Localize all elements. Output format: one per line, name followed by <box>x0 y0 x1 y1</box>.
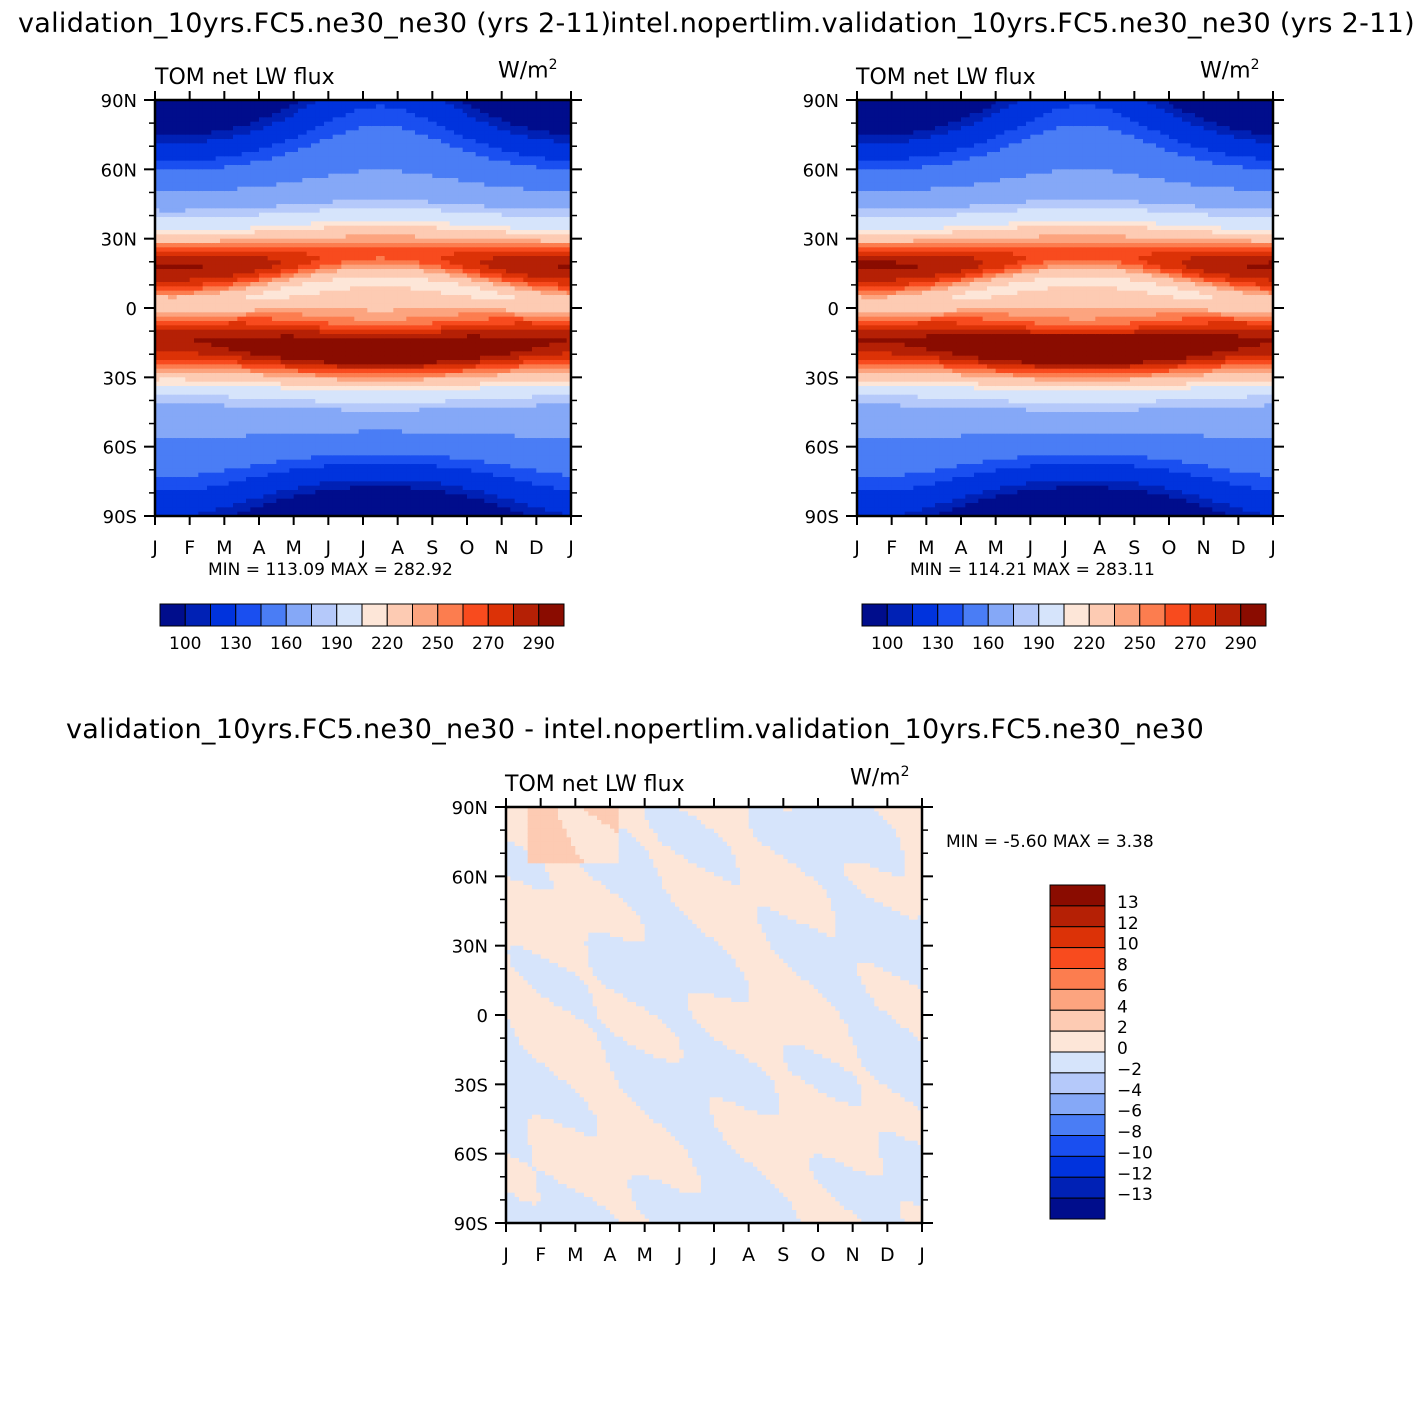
diff-ytick-label: 60N <box>452 867 488 888</box>
diff-colorbar-box <box>1049 1135 1106 1157</box>
left-ytick-label: 60N <box>101 160 137 181</box>
left-min-max: MIN = 113.09 MAX = 282.92 <box>208 560 453 580</box>
left-xtick-label: F <box>184 537 195 559</box>
left-ytick-label: 30N <box>101 230 137 251</box>
diff-colorbar-box <box>1049 926 1106 949</box>
left-xtick-label: D <box>529 537 544 559</box>
left-colorbar-label: 270 <box>472 634 504 654</box>
diff-colorbar-box <box>1049 968 1106 990</box>
diff-colorbar-box <box>1049 1009 1106 1032</box>
left-colorbar-label: 100 <box>169 634 201 654</box>
right-panel-title: intel.nopertlim.validation_10yrs.FC5.ne3… <box>610 8 1415 39</box>
left-ytick-label: 90S <box>103 507 137 528</box>
diff-xtick-label: N <box>846 1244 860 1266</box>
left-field <box>155 100 572 517</box>
diff-xtick-label: J <box>918 1244 925 1266</box>
left-xtick-label: N <box>495 537 509 559</box>
left-xtick-label: J <box>359 537 366 559</box>
left-xtick-label: O <box>460 537 475 559</box>
diff-colorbar-box <box>1049 947 1106 970</box>
left-ytick-label: 60S <box>103 438 137 459</box>
diff-xtick-label: J <box>502 1244 509 1266</box>
left-ytick-label: 30S <box>103 368 137 389</box>
diff-colorbar-label: −12 <box>1117 1164 1153 1184</box>
diff-min-max: MIN = -5.60 MAX = 3.38 <box>946 832 1154 852</box>
diff-colorbar-label: −2 <box>1117 1060 1142 1080</box>
left-xtick-label: A <box>253 537 266 559</box>
diff-colorbar-box <box>1049 1030 1106 1053</box>
left-units: W/m2 <box>498 57 558 83</box>
left-xtick-label: M <box>216 537 232 559</box>
diff-colorbar-box <box>1049 1176 1106 1199</box>
right-xtick-label: F <box>886 537 897 559</box>
left-xtick-label: S <box>426 537 438 559</box>
diff-colorbar-label: 12 <box>1117 914 1139 934</box>
diff-colorbar-label: 13 <box>1117 893 1139 913</box>
diff-colorbar-label: −4 <box>1117 1081 1142 1101</box>
diff-colorbar-box <box>1049 1155 1106 1178</box>
diff-field <box>506 807 923 1224</box>
left-ytick-label: 90N <box>101 91 137 112</box>
diff-xtick-label: D <box>880 1244 895 1266</box>
diff-colorbar-box <box>1049 1051 1106 1074</box>
diff-colorbar-box <box>1049 1114 1106 1137</box>
diff-xtick-label: A <box>604 1244 617 1266</box>
diff-xtick-label: M <box>567 1244 583 1266</box>
diff-colorbar-label: −13 <box>1117 1185 1153 1205</box>
diff-colorbar-label: −8 <box>1117 1123 1142 1143</box>
diff-colorbar-label: 6 <box>1117 976 1128 996</box>
left-ytick-label: 0 <box>126 299 137 320</box>
left-colorbar-box <box>538 603 565 627</box>
diff-colorbar-box <box>1049 1093 1106 1116</box>
left-colorbar-label: 220 <box>371 634 403 654</box>
diff-colorbar-label: 10 <box>1117 935 1139 955</box>
diff-xtick-label: S <box>777 1244 789 1266</box>
left-subtitle: TOM net LW flux <box>155 65 335 90</box>
left-xtick-label: A <box>391 537 404 559</box>
left-colorbar-label: 130 <box>220 634 252 654</box>
diff-colorbar-label: 8 <box>1117 956 1128 976</box>
diff-xtick-label: M <box>636 1244 652 1266</box>
diff-ytick-label: 90N <box>452 798 488 819</box>
diff-colorbar-label: −10 <box>1117 1143 1153 1163</box>
left-xtick-label: J <box>567 537 574 559</box>
diff-ytick-label: 30S <box>454 1075 488 1096</box>
diff-ytick-label: 0 <box>477 1006 488 1027</box>
diff-xtick-label: O <box>811 1244 826 1266</box>
left-xtick-label: J <box>151 537 158 559</box>
diff-xtick-label: J <box>676 1244 683 1266</box>
diff-xtick-label: J <box>710 1244 717 1266</box>
diff-ytick-label: 90S <box>454 1214 488 1235</box>
diff-colorbar-label: 2 <box>1117 1018 1128 1038</box>
left-colorbar-label: 290 <box>523 634 555 654</box>
diff-colorbar-box <box>1049 884 1106 907</box>
left-colorbar-label: 160 <box>270 634 302 654</box>
diff-colorbar-label: 0 <box>1117 1039 1128 1059</box>
right-field <box>857 100 1274 517</box>
diff-colorbar-box <box>1049 988 1106 1011</box>
right-xtick-label: M <box>918 537 934 559</box>
diff-colorbar-box <box>1049 1072 1106 1095</box>
left-colorbar-label: 190 <box>321 634 353 654</box>
diff-xtick-label: F <box>535 1244 546 1266</box>
diff-panel-title: validation_10yrs.FC5.ne30_ne30 - intel.n… <box>66 714 1204 745</box>
diff-colorbar-label: −6 <box>1117 1102 1142 1122</box>
diff-colorbar-box <box>1049 905 1106 928</box>
diff-ytick-label: 60S <box>454 1145 488 1166</box>
diff-colorbar-box <box>1049 1197 1106 1220</box>
right-subtitle: TOM net LW flux <box>856 65 1036 90</box>
right-xtick-label: J <box>853 537 860 559</box>
left-colorbar-label: 250 <box>422 634 454 654</box>
right-units: W/m2 <box>1200 57 1260 83</box>
left-xtick-label: M <box>285 537 301 559</box>
diff-xtick-label: A <box>742 1244 755 1266</box>
left-panel-title: validation_10yrs.FC5.ne30_ne30 (yrs 2-11… <box>18 8 611 39</box>
left-xtick-label: J <box>325 537 332 559</box>
diff-colorbar-label: 4 <box>1117 997 1128 1017</box>
diff-ytick-label: 30N <box>452 937 488 958</box>
